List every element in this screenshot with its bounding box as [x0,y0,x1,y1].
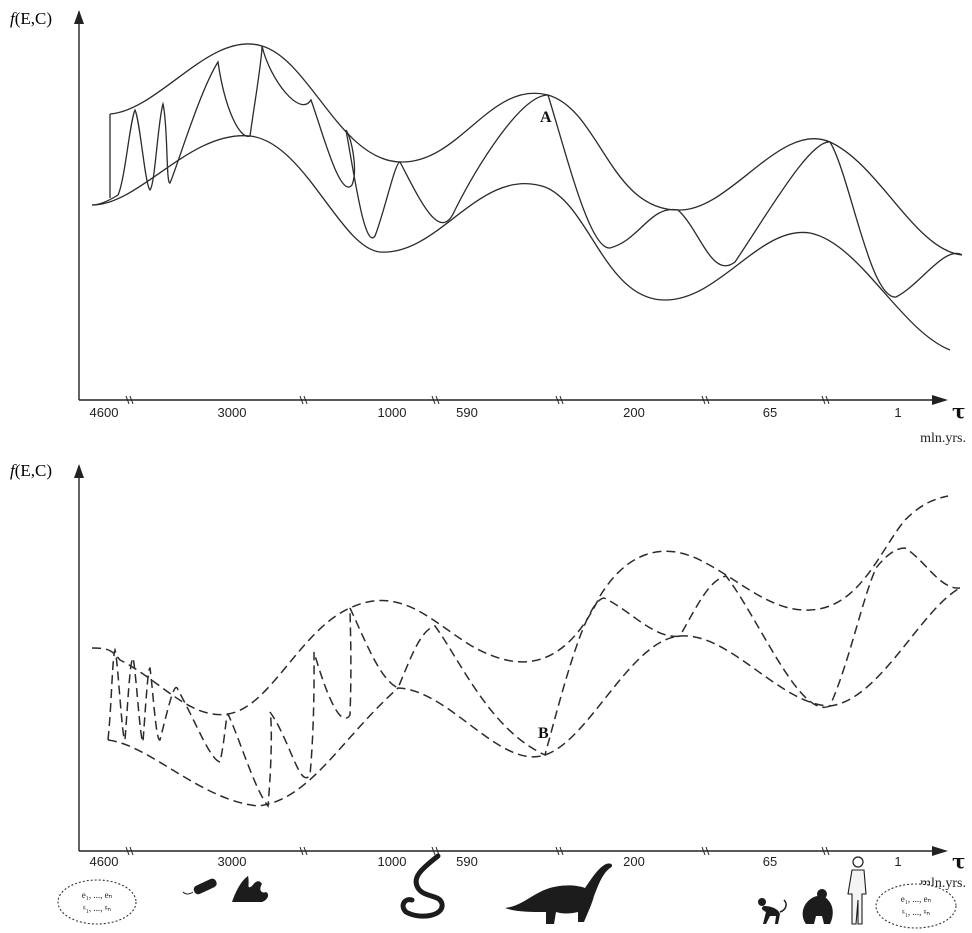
bottom-tick-4600: 4600 [90,854,119,869]
bottom-x-axis-arrow [932,846,948,856]
bottom-y-label: f(E,C) [10,461,52,480]
top-x-symbol: τ [952,399,965,423]
top-tick-200: 200 [623,405,645,420]
bottom-lower-envelope [107,587,961,807]
human-icon [847,856,867,925]
top-tick-3000: 3000 [218,405,247,420]
bottom-x-symbol: τ [952,849,965,873]
top-tick-4600: 4600 [90,405,119,420]
top-tick-590: 590 [456,405,478,420]
bottom-tick-3000: 3000 [218,854,247,869]
svg-text:ᵍ₁, ..., ᵍₙ: ᵍ₁, ..., ᵍₙ [902,907,930,917]
bottom-tick-200: 200 [623,854,645,869]
top-y-label: f(E,C) [10,9,52,28]
svg-text:e₁, ..., eₙ: e₁, ..., eₙ [82,890,113,900]
start-molecules-icon: e₁, ..., eₙ ᵍ₁, ..., ᵍₙ [57,879,137,925]
top-tick-1000: 1000 [378,405,407,420]
bottom-wave-curve [107,547,961,808]
bottom-tick-65: 65 [763,854,777,869]
dinosaur-icon [505,863,613,924]
algae-icon [232,876,269,902]
bottom-tick-1000: 1000 [378,854,407,869]
top-tick-65: 65 [763,405,777,420]
bottom-tick-1: 1 [894,854,901,869]
svg-text:ᵍ₁, ..., ᵍₙ: ᵍ₁, ..., ᵍₙ [83,903,111,913]
top-wave-curve [91,45,963,298]
bottom-tick-590: 590 [456,854,478,869]
top-tick-1: 1 [894,405,901,420]
bottom-upper-envelope [91,495,949,716]
worm-icon [400,853,445,919]
top-y-axis-arrow [74,10,84,24]
end-molecules-icon: e₁, ..., eₙ ᵍ₁, ..., ᵍₙ [875,883,957,929]
top-x-axis-arrow [932,395,948,405]
bottom-panel: f(E,C) 4600 3000 1000 590 200 65 1 τ mln… [10,461,966,891]
bottom-y-axis-arrow [74,464,84,478]
monkey-icon [758,898,787,924]
bottom-point-label: B [538,725,549,742]
top-x-unit: mln.yrs. [920,431,966,446]
top-panel: f(E,C) 4600 3000 1000 590 200 65 1 τ mln… [10,9,966,446]
bacteria-icon [182,878,217,895]
top-lower-envelope [91,135,951,351]
gorilla-icon [802,889,833,924]
svg-text:e₁, ..., eₙ: e₁, ..., eₙ [901,894,932,904]
top-axis-breaks [125,395,830,405]
top-point-label: A [540,109,552,126]
